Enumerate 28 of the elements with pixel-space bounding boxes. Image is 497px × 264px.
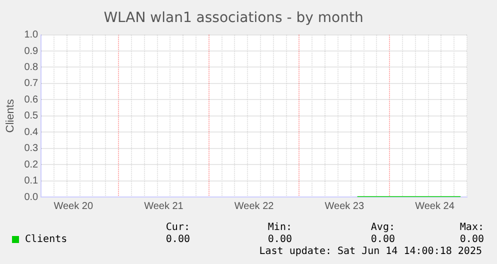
y-tick-label: 0.2: [24, 159, 39, 170]
text: 0.00: [166, 234, 190, 245]
x-tick-label: Week 24: [415, 200, 455, 212]
y-tick-label: 0.9: [24, 46, 39, 57]
y-tick-label: 0.7: [24, 78, 39, 90]
y-tick-label: 1.0: [24, 30, 39, 41]
y-tick-label: 0.4: [24, 126, 39, 138]
y-axis-title: Clients: [4, 98, 17, 133]
text: 0.00: [460, 234, 484, 245]
legend-label: Clients: [25, 234, 68, 245]
x-tick-label: Week 23: [324, 200, 364, 212]
x-tick-label: Week 20: [54, 200, 94, 212]
y-tick-label: 0.8: [24, 62, 39, 73]
x-tick-label: Week 21: [144, 200, 184, 212]
y-tick-label: 0.1: [24, 176, 39, 187]
text: Min:: [268, 222, 292, 233]
y-tick-label: 0.5: [24, 110, 39, 122]
chart-title: WLAN wlan1 associations - by month: [104, 10, 364, 26]
text: Avg:: [370, 222, 395, 233]
text: 0.00: [268, 234, 292, 245]
y-tick-label: 0.0: [24, 192, 39, 203]
text: Max:: [460, 222, 484, 233]
text: Cur:: [166, 222, 190, 233]
text: 0.00: [370, 234, 395, 245]
y-tick-label: 0.6: [24, 94, 39, 106]
x-tick-label: Week 22: [234, 200, 274, 212]
text: Last update: Sat Jun 14 14:00:18 2025: [259, 246, 482, 257]
y-tick-label: 0.3: [24, 143, 39, 154]
